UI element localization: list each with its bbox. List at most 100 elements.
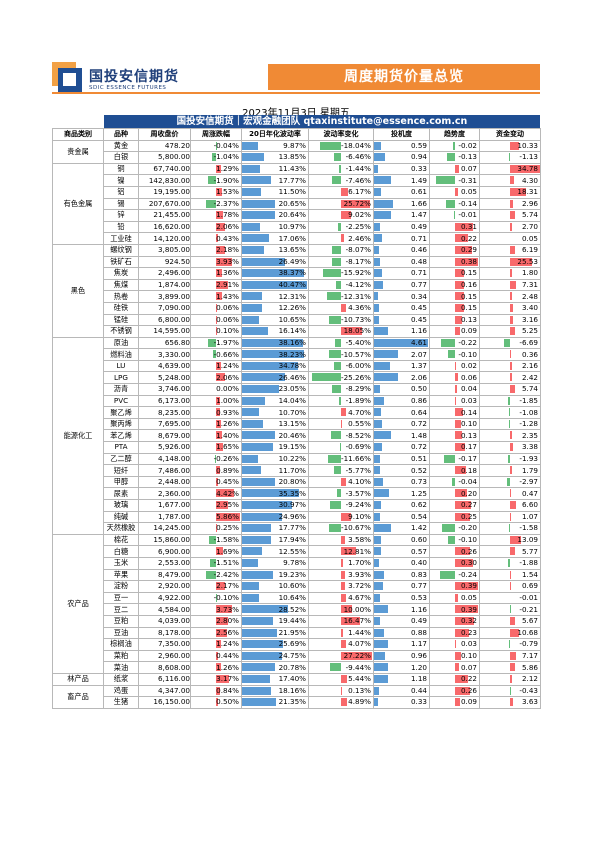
trend-cell: 0.10	[429, 649, 480, 663]
vol-bar	[242, 257, 285, 266]
chg-bar	[206, 199, 216, 208]
col-header-volatility-change: 波动率变化	[308, 128, 374, 141]
flow-value: 18.31	[517, 187, 538, 197]
trend-bar	[448, 350, 455, 359]
flow-value: 6.19	[521, 245, 538, 255]
spec-value: 0.40	[410, 558, 427, 568]
vol-value: 26.46%	[278, 372, 306, 382]
vol-bar	[242, 280, 308, 289]
spec-value: 0.59	[410, 140, 427, 150]
flow-bar	[510, 674, 512, 683]
vol-value: 19.44%	[278, 616, 306, 626]
volchg-bar	[338, 222, 341, 231]
flow-cell: 1.79	[479, 464, 541, 477]
close-price-cell: 2,360.00	[138, 487, 191, 500]
flow-bar	[510, 570, 512, 579]
vol-value: 10.97%	[278, 222, 306, 232]
trend-value: 0.29	[460, 245, 477, 255]
spec-value: 0.57	[410, 546, 427, 556]
trend-bar	[454, 315, 463, 324]
flow-value: 2.48	[521, 291, 538, 301]
chg-value: 5.86%	[216, 511, 239, 521]
table-row: 焦炭 2,496.00 1.36% 38.37% -15.92% 0.71 0.15 1.80	[53, 267, 541, 280]
flow-cell: 4.30	[479, 174, 541, 187]
flow-cell: -1.58	[479, 522, 541, 535]
chg-cell: 1.29%	[190, 162, 242, 176]
flow-value: -1.58	[519, 523, 538, 533]
table-row: 白糖 6,900.00 1.69% 12.55% 12.81% 0.57 0.26 5.77	[53, 545, 541, 558]
trend-value: -0.02	[458, 140, 477, 150]
flow-value: 2.35	[521, 430, 538, 440]
flow-bar	[504, 338, 510, 347]
flow-bar	[510, 547, 515, 556]
vol-cell: 9.87%	[241, 139, 309, 153]
close-price-cell: 4,347.00	[138, 684, 191, 698]
flow-value: 0.05	[521, 233, 538, 243]
close-price-cell: 3,899.00	[138, 290, 191, 303]
spec-value: 0.33	[410, 697, 427, 707]
vol-bar	[242, 176, 271, 185]
spec-cell: 0.53	[373, 591, 430, 605]
chg-value: -2.42%	[213, 569, 239, 579]
flow-bar	[510, 315, 513, 324]
spec-cell: 0.71	[373, 267, 430, 280]
spec-value: 1.48	[410, 430, 427, 440]
spec-cell: 0.33	[373, 696, 430, 709]
trend-value: 0.07	[460, 662, 477, 672]
flow-value: -0.43	[519, 685, 538, 695]
category-cell: 畜产品	[52, 684, 104, 709]
vol-cell: 17.06%	[241, 232, 309, 245]
flow-value: 2.16	[521, 361, 538, 371]
chg-value: 1.24%	[216, 361, 239, 371]
spec-value: 1.47	[410, 210, 427, 220]
trend-bar	[454, 698, 460, 707]
trend-cell: 0.18	[429, 464, 480, 477]
vol-value: 34.78%	[278, 361, 306, 371]
chg-cell: -0.04%	[190, 139, 242, 153]
product-name-cell: 铁矿石	[103, 255, 139, 269]
chg-bar	[216, 605, 232, 614]
company-logo	[52, 62, 84, 92]
table-row: 农产品 棉花 15,860.00 -1.58% 17.94% 3.58% 0.60 -0.10…	[52, 533, 541, 674]
table-row: 天然橡胶 14,245.00 0.25% 17.77% -10.67% 1.42 -0.20…	[53, 522, 541, 535]
chg-bar	[213, 350, 216, 359]
trend-value: 0.30	[460, 558, 477, 568]
flow-cell: 3.40	[479, 301, 541, 315]
flow-value: 5.74	[521, 210, 538, 220]
volchg-value: 1.44%	[348, 627, 371, 637]
flow-value: 5.67	[521, 616, 538, 626]
table-row: 热卷 3,899.00 1.43% 12.31% -12.31% 0.34 0.15 2.48	[53, 290, 541, 303]
chg-cell: -0.66%	[190, 348, 242, 361]
vol-value: 28.52%	[278, 604, 306, 614]
product-name-cell: 聚乙烯	[103, 406, 139, 419]
spec-value: 1.16	[410, 326, 427, 336]
vol-value: 20.65%	[278, 198, 306, 208]
trend-bar	[454, 280, 465, 289]
trend-cell: 0.20	[429, 487, 480, 500]
chg-bar	[216, 628, 227, 637]
volchg-bar	[341, 593, 347, 602]
chg-cell: 2.06%	[190, 220, 242, 234]
close-price-cell: 7,090.00	[138, 301, 191, 315]
chg-cell: -2.37%	[190, 197, 242, 211]
vol-cell: 26.46%	[241, 371, 309, 385]
vol-value: 19.15%	[278, 442, 306, 452]
spec-value: 0.64	[410, 407, 427, 417]
flow-bar	[510, 280, 517, 289]
product-name-cell: 尿素	[103, 487, 139, 500]
product-name-cell: 锰硅	[103, 313, 139, 327]
table-row: 豆二 4,584.00 3.73% 28.52% 10.00% 1.16 0.39 -0.21	[53, 603, 541, 616]
trend-cell: 0.14	[429, 406, 480, 419]
flow-cell: 2.70	[479, 220, 541, 234]
trend-value: 0.14	[460, 407, 477, 417]
chg-value: -1.90%	[213, 175, 239, 185]
spec-cell: 0.49	[373, 614, 430, 628]
vol-bar	[242, 651, 282, 660]
vol-bar	[242, 419, 264, 428]
trend-cell: 0.22	[429, 672, 480, 686]
vol-cell: 11.43%	[241, 162, 309, 176]
vol-cell: 10.60%	[241, 580, 309, 593]
spec-bar	[374, 477, 383, 486]
product-name-cell: 豆二	[103, 603, 139, 616]
flow-bar	[510, 303, 513, 312]
